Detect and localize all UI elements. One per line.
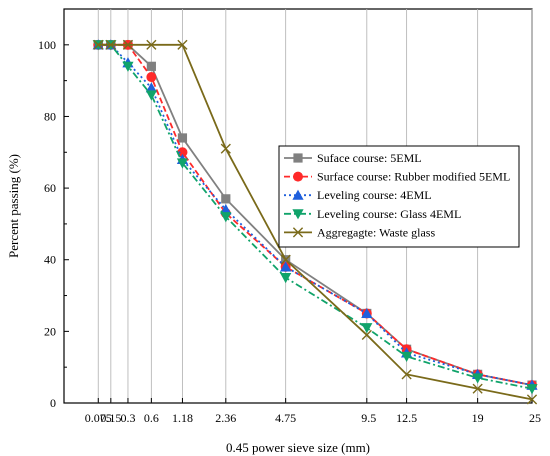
data-point	[146, 72, 157, 83]
data-point	[526, 394, 538, 405]
data-point	[526, 384, 538, 395]
legend-marker	[292, 189, 304, 200]
y-tick-label: 100	[38, 38, 56, 52]
y-axis-title: Percent passing (%)	[6, 154, 21, 258]
x-tick-label: 0.6	[144, 411, 159, 425]
data-point	[401, 369, 412, 380]
data-point	[122, 39, 134, 50]
x-tick-label: 0.3	[120, 411, 135, 425]
y-tick-label: 40	[44, 253, 56, 267]
data-point	[280, 254, 291, 265]
data-point	[361, 307, 373, 319]
data-point	[472, 383, 483, 394]
legend-label: Suface course: 5EML	[317, 151, 422, 165]
data-point	[220, 143, 231, 154]
x-tick-label: 0.075	[85, 411, 112, 425]
x-tick-label: 19	[472, 411, 484, 425]
x-tick-label: 2.36	[215, 411, 236, 425]
y-tick-label: 20	[44, 324, 56, 338]
data-point	[176, 158, 189, 169]
data-point	[93, 39, 104, 50]
legend-marker	[292, 209, 304, 220]
series-group	[93, 39, 538, 405]
data-point	[472, 373, 484, 384]
data-point	[220, 212, 232, 223]
y-tick-label: 60	[44, 181, 56, 195]
legend-label: Leveling course: 4EML	[317, 188, 432, 202]
legend-label: Aggregagte: Waste glass	[317, 225, 435, 239]
x-tick-label: 12.5	[396, 411, 417, 425]
legend: Suface course: 5EML Surface course: Rubbe…	[278, 145, 520, 248]
data-point	[177, 147, 188, 158]
data-point	[177, 39, 188, 50]
x-tick-label: 0.15	[100, 411, 121, 425]
data-point	[146, 39, 157, 50]
legend-label: Leveling course: Glass 4EML	[317, 207, 461, 221]
data-point	[105, 39, 116, 50]
y-tick-label: 80	[44, 109, 56, 123]
y-tick-label: 0	[50, 396, 56, 410]
legend-marker	[293, 153, 303, 163]
y-axis-ticks: 0 20 40 60 80 100	[38, 38, 69, 410]
data-point	[220, 203, 232, 215]
data-point	[146, 61, 156, 71]
x-tick-label: 25	[529, 411, 541, 425]
data-point	[221, 194, 231, 204]
data-point	[280, 261, 292, 272]
data-point	[122, 61, 134, 72]
data-point	[280, 273, 292, 284]
data-series	[92, 39, 538, 405]
x-tick-label: 4.75	[275, 411, 296, 425]
data-point	[361, 329, 372, 341]
legend-label: Surface course: Rubber modified 5EML	[317, 170, 510, 184]
data-point	[400, 351, 413, 363]
data-point	[145, 82, 157, 93]
legend-marker	[293, 171, 303, 182]
x-tick-label: 1.18	[172, 411, 193, 425]
x-axis-ticks: 25 19 12.5 9.5 2.36 4.75 1.18 0.6 0.30.150.075	[85, 398, 541, 425]
data-point	[361, 323, 373, 334]
data-point	[177, 133, 188, 143]
x-tick-label: 9.5	[361, 411, 376, 425]
legend-marker	[292, 227, 304, 238]
legend-box	[278, 145, 520, 248]
data-point	[145, 90, 157, 101]
x-axis-title: 0.45 power sieve size (mm)	[226, 440, 370, 455]
